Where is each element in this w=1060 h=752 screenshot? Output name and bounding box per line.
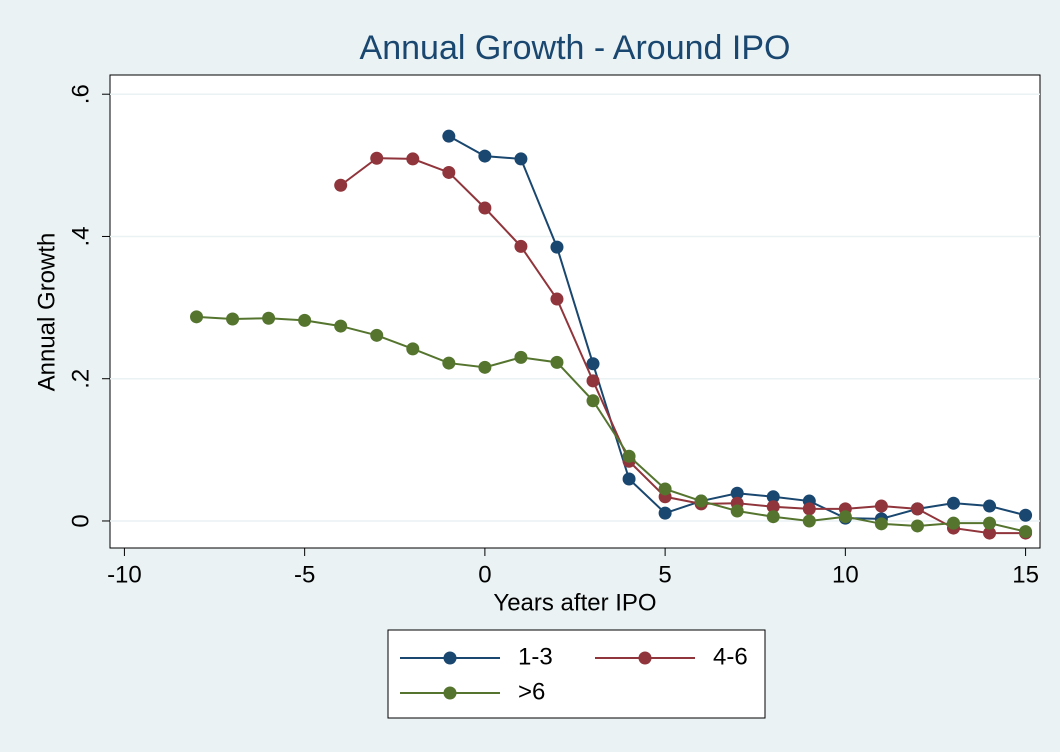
point xyxy=(514,350,528,364)
point xyxy=(766,510,780,524)
chart-title: Annual Growth - Around IPO xyxy=(360,29,791,67)
point xyxy=(730,504,744,518)
legend-marker xyxy=(443,651,457,665)
point xyxy=(586,374,600,388)
x-tick-label: 15 xyxy=(1012,561,1039,588)
point xyxy=(406,342,420,356)
point xyxy=(334,319,348,333)
point xyxy=(983,499,997,513)
legend-label: 1-3 xyxy=(518,643,553,670)
point xyxy=(622,472,636,486)
legend-label: 4-6 xyxy=(713,643,748,670)
point xyxy=(442,129,456,143)
x-tick-label: 10 xyxy=(832,561,859,588)
point xyxy=(1019,508,1033,522)
point xyxy=(838,510,852,524)
legend-marker xyxy=(443,686,457,700)
point xyxy=(946,516,960,530)
point xyxy=(983,526,997,540)
x-axis-label: Years after IPO xyxy=(493,589,656,616)
point xyxy=(550,292,564,306)
point xyxy=(766,490,780,504)
point xyxy=(262,311,276,325)
point xyxy=(478,201,492,215)
point xyxy=(586,357,600,371)
point xyxy=(514,152,528,166)
point xyxy=(983,516,997,530)
y-axis-label: Annual Growth xyxy=(33,233,60,392)
point xyxy=(298,313,312,327)
point xyxy=(658,506,672,520)
x-tick-label: 5 xyxy=(658,561,671,588)
point xyxy=(190,310,204,324)
point xyxy=(874,517,888,531)
point xyxy=(730,486,744,500)
legend-label: >6 xyxy=(518,678,545,705)
x-tick-label: -10 xyxy=(107,561,142,588)
point xyxy=(874,499,888,513)
point xyxy=(622,449,636,463)
point xyxy=(1019,525,1033,539)
point xyxy=(514,239,528,253)
y-tick-label: .2 xyxy=(67,369,94,389)
point xyxy=(550,240,564,254)
point xyxy=(334,178,348,192)
point xyxy=(442,165,456,179)
point xyxy=(694,494,708,508)
point xyxy=(370,151,384,165)
y-tick-label: .6 xyxy=(67,84,94,104)
point xyxy=(658,482,672,496)
legend-marker xyxy=(638,651,652,665)
point xyxy=(946,496,960,510)
point xyxy=(586,394,600,408)
point xyxy=(226,312,240,326)
point xyxy=(478,149,492,163)
point xyxy=(406,152,420,166)
point xyxy=(910,502,924,516)
point xyxy=(910,519,924,533)
plot-area xyxy=(109,74,1041,549)
point xyxy=(802,514,816,528)
y-tick-label: 0 xyxy=(67,514,94,527)
point xyxy=(442,356,456,370)
point xyxy=(766,500,780,514)
point xyxy=(370,328,384,342)
x-tick-label: 0 xyxy=(478,561,491,588)
point xyxy=(478,360,492,374)
point xyxy=(550,355,564,369)
legend-box xyxy=(387,629,766,719)
x-tick-label: -5 xyxy=(294,561,315,588)
point xyxy=(802,502,816,516)
y-tick-label: .4 xyxy=(67,226,94,246)
